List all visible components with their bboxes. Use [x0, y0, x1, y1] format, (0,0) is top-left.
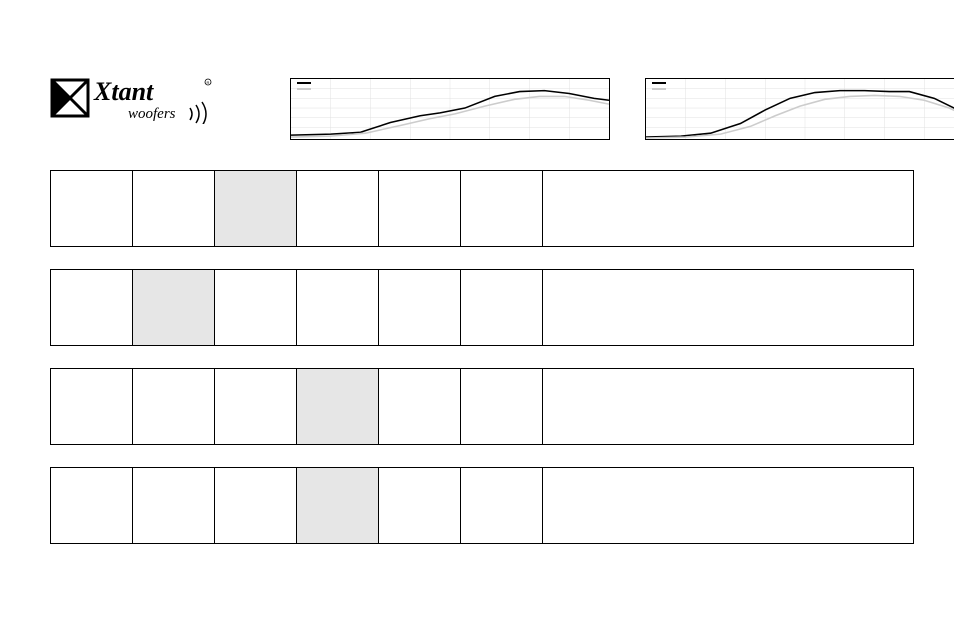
spec-cell — [460, 171, 542, 247]
svg-text:woofers: woofers — [128, 106, 176, 122]
spec-cell — [132, 369, 214, 445]
spec-cell — [378, 468, 460, 544]
chart-legend — [297, 82, 311, 90]
spec-cell — [214, 171, 296, 247]
chart-legend — [652, 82, 666, 90]
spec-row — [50, 467, 914, 544]
spec-cell — [378, 171, 460, 247]
spec-cell — [132, 468, 214, 544]
brand-logo: Xtant R woofers — [50, 74, 215, 124]
spec-cell — [296, 369, 378, 445]
spec-cell — [542, 369, 913, 445]
spec-cell — [378, 270, 460, 346]
svg-text:R: R — [207, 80, 210, 85]
spec-cell — [214, 468, 296, 544]
spec-cell — [132, 270, 214, 346]
spec-cell — [296, 270, 378, 346]
spec-row — [50, 269, 914, 346]
spec-cell — [542, 468, 913, 544]
spec-cell — [542, 270, 913, 346]
spec-cell — [51, 369, 133, 445]
response-chart-left — [290, 78, 610, 140]
spec-cell — [378, 369, 460, 445]
spec-cell — [542, 171, 913, 247]
spec-cell — [51, 171, 133, 247]
spec-cell — [296, 171, 378, 247]
spec-row — [50, 368, 914, 445]
response-chart-right — [645, 78, 954, 140]
spec-cell — [460, 270, 542, 346]
spec-cell — [296, 468, 378, 544]
spec-cell — [51, 270, 133, 346]
spec-cell — [132, 171, 214, 247]
spec-cell — [51, 468, 133, 544]
spec-row — [50, 170, 914, 247]
spec-cell — [214, 270, 296, 346]
spec-cell — [460, 468, 542, 544]
spec-tables — [50, 170, 914, 566]
svg-text:Xtant: Xtant — [93, 77, 154, 106]
spec-cell — [214, 369, 296, 445]
spec-cell — [460, 369, 542, 445]
